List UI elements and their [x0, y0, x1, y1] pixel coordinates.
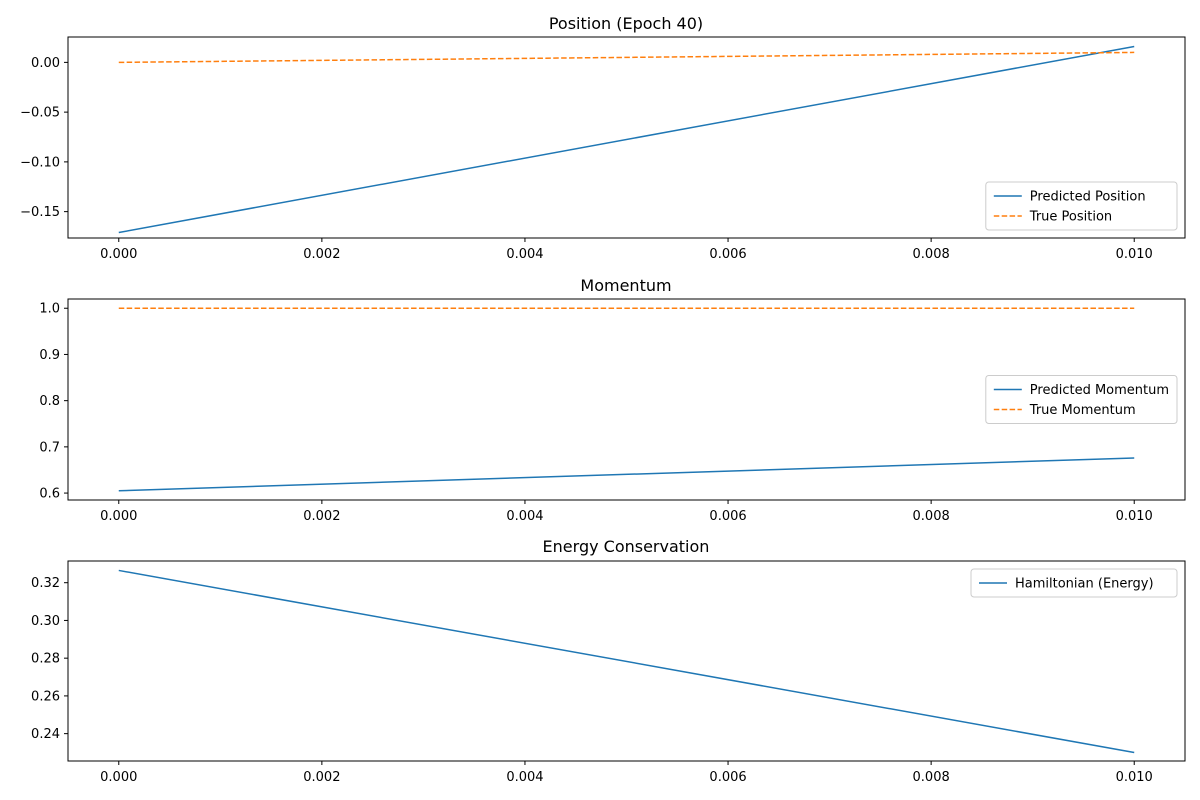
energy-subplot: Energy Conservation 0.000 0.002 0.004 0.006… — [31, 537, 1186, 785]
position-y-tick-label: −0.10 — [20, 155, 60, 170]
position-legend: Predicted Position True Position — [985, 181, 1178, 231]
momentum-x-tick-label: 0.004 — [506, 509, 543, 524]
momentum-legend-box — [985, 375, 1178, 424]
momentum-x-tick-label: 0.000 — [100, 509, 137, 524]
momentum-chart-title: Momentum — [580, 276, 671, 295]
position-legend-label-0: Predicted Position — [1030, 190, 1146, 205]
energy-y-tick-label: 0.24 — [31, 727, 60, 742]
momentum-legend-label-0: Predicted Momentum — [1030, 383, 1169, 398]
position-x-tick-label: 0.006 — [709, 247, 746, 262]
energy-series-line-0 — [118, 569, 1135, 754]
momentum-x-tick-label: 0.010 — [1116, 509, 1153, 524]
energy-x-tick-label: 0.008 — [913, 770, 950, 785]
momentum-y-tick-label: 0.8 — [39, 394, 60, 409]
position-legend-label-1: True Position — [1029, 210, 1112, 225]
position-legend-box — [985, 181, 1178, 231]
position-x-tick-label: 0.010 — [1116, 247, 1153, 262]
momentum-x-tick-label: 0.006 — [709, 509, 746, 524]
energy-y-tick-label: 0.32 — [31, 576, 60, 591]
energy-x-tick-label: 0.004 — [506, 770, 543, 785]
position-x-tick-label: 0.000 — [100, 247, 137, 262]
energy-x-tick-label: 0.010 — [1116, 770, 1153, 785]
momentum-subplot: Momentum 0.000 0.002 0.004 0.006 0.008 0.010 0… — [39, 276, 1186, 524]
position-axes-frame — [67, 36, 1186, 239]
energy-chart-title: Energy Conservation — [543, 537, 710, 556]
momentum-x-tick-label: 0.008 — [913, 509, 950, 524]
energy-legend-label-0: Hamiltonian (Energy) — [1015, 577, 1154, 592]
momentum-y-tick-label: 0.7 — [39, 440, 60, 455]
momentum-legend: Predicted Momentum True Momentum — [985, 375, 1178, 424]
energy-y-tick-label: 0.28 — [31, 652, 60, 667]
position-subplot: Position (Epoch 40) 0.000 0.002 0.004 0.006… — [20, 14, 1186, 262]
position-y-tick-label: −0.05 — [20, 106, 60, 121]
momentum-y-tick-label: 0.9 — [39, 348, 60, 363]
energy-legend-box — [970, 568, 1178, 598]
energy-legend: Hamiltonian (Energy) — [970, 568, 1178, 598]
momentum-legend-label-1: True Momentum — [1029, 403, 1136, 418]
position-x-tick-label: 0.004 — [506, 247, 543, 262]
position-series-line-0 — [118, 45, 1135, 234]
position-y-tick-label: 0.00 — [31, 56, 60, 71]
momentum-y-tick-label: 1.0 — [39, 302, 60, 317]
energy-y-tick-label: 0.26 — [31, 689, 60, 704]
energy-x-tick-label: 0.002 — [303, 770, 340, 785]
energy-x-tick-label: 0.006 — [709, 770, 746, 785]
energy-x-tick-label: 0.000 — [100, 770, 137, 785]
momentum-axes-frame — [67, 298, 1186, 501]
position-chart-title: Position (Epoch 40) — [549, 14, 703, 33]
position-series-line-1 — [118, 51, 1135, 64]
momentum-x-tick-label: 0.002 — [303, 509, 340, 524]
momentum-series-line-0 — [118, 457, 1135, 492]
position-y-tick-label: −0.15 — [20, 205, 60, 220]
position-x-tick-label: 0.008 — [913, 247, 950, 262]
energy-axes-frame — [67, 560, 1186, 762]
energy-y-tick-label: 0.30 — [31, 614, 60, 629]
momentum-y-tick-label: 0.6 — [39, 487, 60, 502]
position-x-tick-label: 0.002 — [303, 247, 340, 262]
